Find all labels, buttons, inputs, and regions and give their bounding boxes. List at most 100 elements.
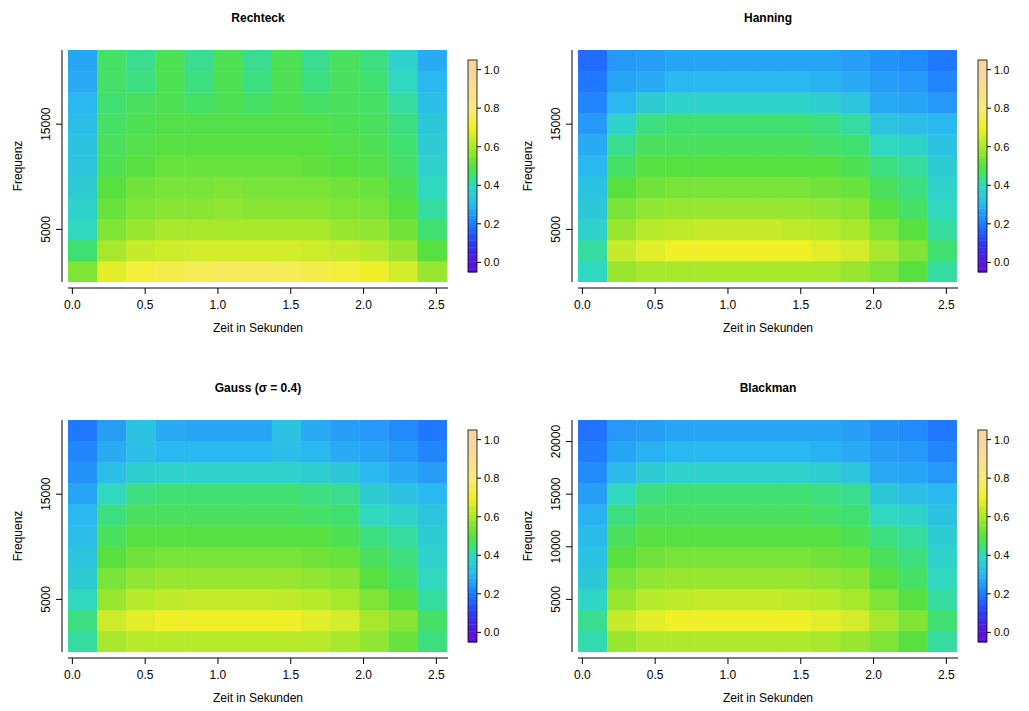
cell	[359, 113, 389, 134]
cell	[869, 134, 899, 155]
cell	[636, 525, 666, 547]
colorbar-frame	[978, 430, 987, 642]
colorbar-segment	[978, 532, 987, 536]
cell	[811, 462, 841, 483]
cell	[417, 631, 447, 652]
cell	[97, 504, 127, 525]
cell	[330, 525, 360, 547]
cell	[782, 155, 812, 177]
colorbar-segment	[978, 479, 987, 483]
cell	[782, 113, 812, 134]
colorbar-segment	[978, 494, 987, 498]
colorbar-segment	[978, 635, 987, 639]
cell	[301, 155, 331, 177]
cell	[184, 610, 214, 631]
cell	[665, 198, 695, 219]
colorbar-segment	[978, 522, 987, 526]
cell	[927, 610, 957, 631]
cell	[811, 504, 841, 525]
colorbar-segment	[978, 430, 987, 434]
cell	[898, 525, 928, 547]
colorbar-segment	[978, 212, 987, 216]
cell	[782, 525, 812, 547]
cell	[753, 198, 783, 219]
cell	[388, 261, 418, 282]
colorbar-segment	[468, 511, 477, 515]
colorbar-segment	[468, 230, 477, 234]
colorbar-segment	[978, 177, 987, 181]
cell	[869, 420, 899, 441]
cell	[724, 71, 754, 92]
cell	[126, 240, 156, 261]
cell	[184, 547, 214, 568]
cell	[359, 462, 389, 483]
colorbar-tick	[477, 185, 481, 186]
y-tick	[56, 599, 62, 600]
colorbar-tick	[987, 69, 991, 70]
cell	[927, 525, 957, 547]
cell	[301, 589, 331, 610]
cell	[927, 462, 957, 483]
colorbar-segment	[468, 120, 477, 124]
cell	[927, 420, 957, 441]
cells	[578, 420, 957, 652]
colorbar: 0.00.20.40.60.81.0	[978, 60, 1009, 272]
colorbar-segment	[468, 529, 477, 533]
cell	[578, 420, 608, 441]
cell	[301, 92, 331, 113]
cell	[417, 441, 447, 462]
colorbar-segment	[978, 95, 987, 99]
colorbar-segment	[978, 575, 987, 579]
colorbar-tick-label: 0.2	[484, 218, 499, 230]
colorbar-segment	[468, 187, 477, 191]
cell	[359, 504, 389, 525]
cell	[811, 420, 841, 441]
colorbar-tick-label: 0.6	[484, 141, 499, 153]
colorbar-segment	[978, 148, 987, 152]
cell	[898, 568, 928, 589]
colorbar-frame	[468, 60, 477, 272]
x-axis-line	[68, 658, 448, 659]
cell	[694, 631, 724, 652]
cell	[155, 547, 185, 568]
colorbar-tick-label: 1.0	[994, 434, 1009, 446]
colorbar-tick-label: 1.0	[484, 64, 499, 76]
cell	[330, 504, 360, 525]
colorbar-segment	[978, 444, 987, 448]
colorbar-segment	[978, 205, 987, 209]
cell	[301, 198, 331, 219]
colorbar-segment	[468, 462, 477, 466]
cell	[782, 547, 812, 568]
cell	[243, 483, 273, 504]
cell	[97, 50, 127, 71]
colorbar-segment	[468, 95, 477, 99]
cell	[388, 155, 418, 177]
cell	[155, 504, 185, 525]
x-tick-label: 2.0	[355, 668, 372, 682]
y-tick	[566, 546, 572, 547]
cell	[126, 610, 156, 631]
colorbar-segment	[468, 226, 477, 230]
cell	[753, 610, 783, 631]
cell	[388, 631, 418, 652]
x-tick-label: 1.5	[792, 668, 809, 682]
colorbar-segment	[468, 536, 477, 540]
colorbar-segment	[468, 518, 477, 522]
colorbar-segment	[978, 258, 987, 262]
cell	[243, 134, 273, 155]
cell	[214, 568, 244, 589]
cell	[417, 240, 447, 261]
cell	[330, 219, 360, 240]
cell	[243, 589, 273, 610]
colorbar-segment	[468, 585, 477, 589]
cell	[665, 483, 695, 504]
cell	[97, 631, 127, 652]
colorbar-segment	[978, 451, 987, 455]
cell	[68, 483, 98, 504]
colorbar-segment	[468, 184, 477, 188]
colorbar-tick	[477, 146, 481, 147]
cell	[753, 113, 783, 134]
colorbar-segment	[978, 571, 987, 575]
y-axis-title: Frequenz	[11, 511, 25, 562]
cell	[126, 504, 156, 525]
